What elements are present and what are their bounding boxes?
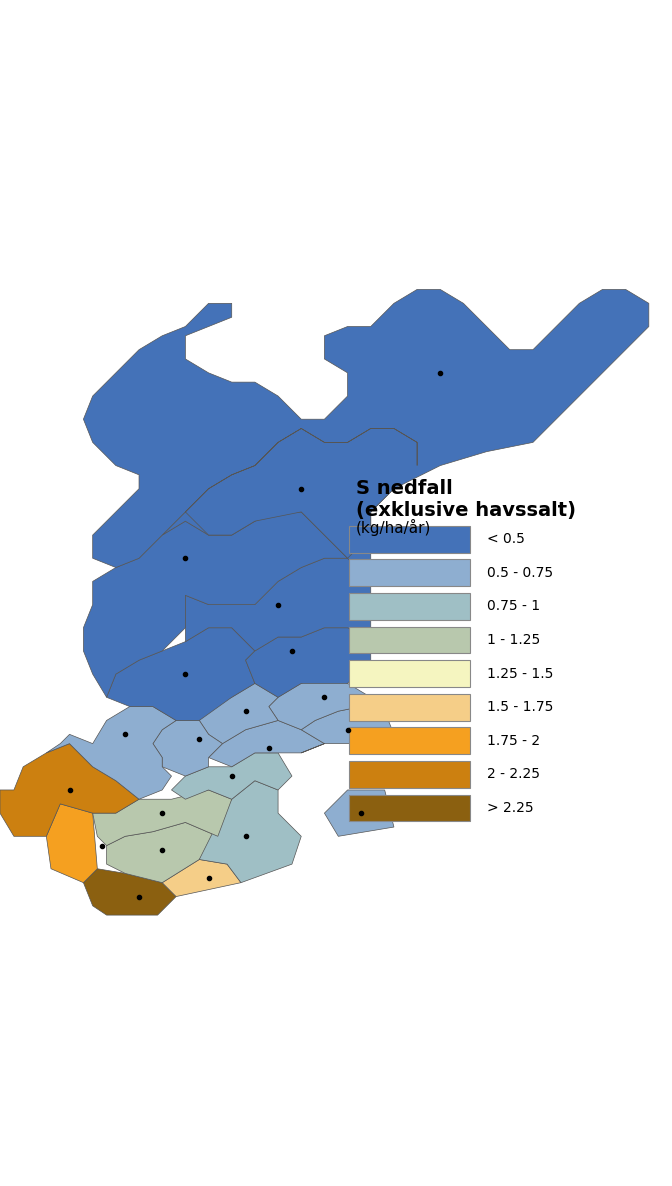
Polygon shape: [153, 720, 222, 776]
Polygon shape: [107, 822, 218, 882]
Text: 1 - 1.25: 1 - 1.25: [487, 633, 540, 648]
Text: 1.25 - 1.5: 1.25 - 1.5: [487, 667, 554, 681]
Polygon shape: [269, 674, 371, 729]
Polygon shape: [301, 707, 394, 753]
Text: 0.5 - 0.75: 0.5 - 0.75: [487, 566, 553, 580]
Polygon shape: [208, 720, 325, 767]
Polygon shape: [162, 428, 417, 581]
Bar: [349, 795, 470, 822]
Bar: [349, 593, 470, 620]
Bar: [349, 727, 470, 754]
Polygon shape: [325, 790, 394, 836]
Text: 1.75 - 2: 1.75 - 2: [487, 734, 540, 748]
Bar: [349, 761, 470, 788]
Polygon shape: [162, 860, 241, 897]
Bar: [349, 694, 470, 721]
Text: 0.75 - 1: 0.75 - 1: [487, 599, 540, 613]
Polygon shape: [93, 790, 232, 846]
Polygon shape: [185, 559, 371, 651]
Text: 2 - 2.25: 2 - 2.25: [487, 767, 540, 782]
Bar: [349, 525, 470, 553]
Polygon shape: [200, 780, 301, 882]
Text: 1.5 - 1.75: 1.5 - 1.75: [487, 700, 554, 714]
Text: S nedfall
(exklusive havssalt): S nedfall (exklusive havssalt): [356, 479, 576, 519]
Text: < 0.5: < 0.5: [487, 533, 525, 547]
Polygon shape: [107, 627, 255, 720]
Bar: [349, 560, 470, 586]
Bar: [349, 661, 470, 687]
Polygon shape: [83, 512, 347, 697]
Polygon shape: [83, 869, 176, 916]
Bar: [349, 626, 470, 653]
Polygon shape: [46, 707, 176, 799]
Text: (kg/ha/år): (kg/ha/år): [356, 519, 431, 536]
Polygon shape: [0, 744, 139, 836]
Polygon shape: [83, 289, 649, 568]
Polygon shape: [246, 627, 371, 697]
Text: > 2.25: > 2.25: [487, 801, 534, 815]
Polygon shape: [171, 753, 292, 799]
Polygon shape: [46, 804, 97, 882]
Polygon shape: [200, 683, 278, 744]
